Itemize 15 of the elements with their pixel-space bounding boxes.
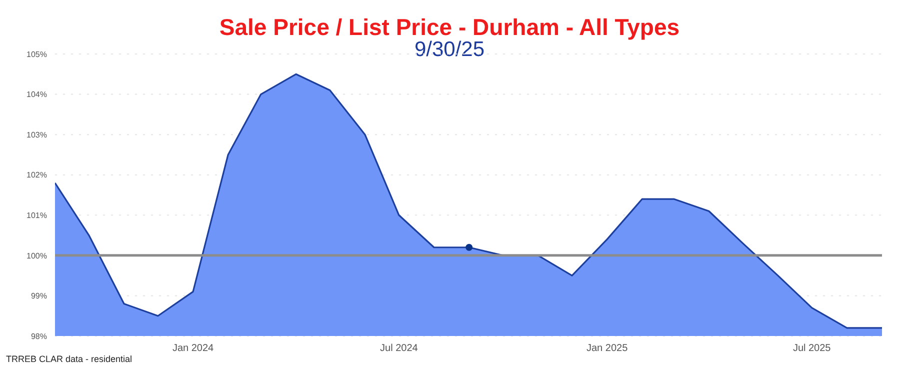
y-tick-label: 98% (30, 332, 47, 341)
y-tick-label: 105% (26, 50, 47, 59)
y-tick-label: 104% (26, 90, 47, 100)
text: TRREB CLAR data - residential (6, 354, 132, 364)
x-tick-label: Jul 2025 (792, 343, 832, 354)
x-tick-label: Jul 2024 (380, 343, 418, 354)
chart-title: Sale Price / List Price - Durham - All Types (218, 14, 681, 40)
y-tick-label: 100% (26, 251, 47, 260)
y-tick-label: 102% (26, 170, 47, 180)
chart-subtitle: 9/30/25 (414, 38, 485, 61)
y-tick-label: 103% (26, 130, 47, 140)
x-tick-label: Jan 2024 (172, 343, 214, 354)
y-tick-label: 101% (26, 210, 47, 220)
x-tick-label: Jan 2025 (586, 343, 628, 354)
y-tick-label: 99% (30, 292, 47, 301)
